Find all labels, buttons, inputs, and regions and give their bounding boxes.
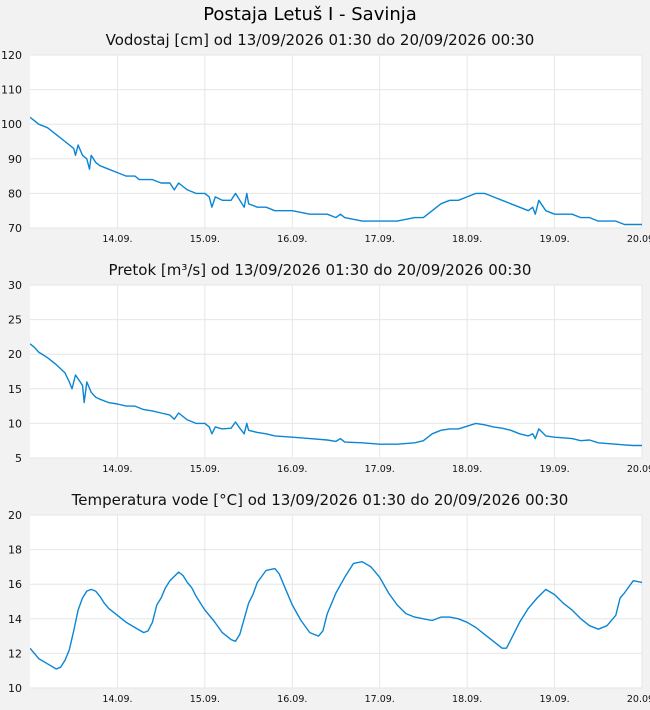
- y-tick-label: 120: [1, 49, 22, 62]
- y-tick-label: 110: [1, 84, 22, 97]
- y-tick-label: 10: [8, 417, 22, 430]
- x-tick-label: 17.09.: [365, 234, 395, 245]
- y-tick-label: 16: [8, 578, 22, 591]
- x-tick-label: 19.09.: [539, 464, 569, 475]
- y-tick-label: 20: [8, 509, 22, 522]
- series-line: [30, 343, 642, 447]
- y-tick-label: 90: [8, 153, 22, 166]
- y-tick-label: 15: [8, 383, 22, 396]
- y-tick-label: 18: [8, 544, 22, 557]
- page-title: Postaja Letuš I - Savinja: [203, 4, 417, 25]
- x-tick-label: 15.09.: [190, 234, 220, 245]
- x-tick-label: 14.09.: [102, 694, 132, 705]
- plot-area: [30, 55, 642, 228]
- x-tick-label: 17.09.: [365, 464, 395, 475]
- x-tick-label: 17.09.: [365, 694, 395, 705]
- x-tick-label: 20.09.: [627, 234, 650, 245]
- y-tick-label: 10: [8, 682, 22, 695]
- x-tick-label: 15.09.: [190, 464, 220, 475]
- chart-title: Temperatura vode [°C] od 13/09/2026 01:3…: [71, 491, 569, 509]
- x-tick-label: 14.09.: [102, 234, 132, 245]
- charts-group: Vodostaj [cm] od 13/09/2026 01:30 do 20/…: [1, 31, 650, 705]
- chart-title: Vodostaj [cm] od 13/09/2026 01:30 do 20/…: [106, 31, 535, 49]
- y-tick-label: 30: [8, 279, 22, 292]
- x-tick-label: 16.09.: [277, 234, 307, 245]
- plot-area: [30, 515, 642, 688]
- x-tick-label: 18.09.: [452, 694, 482, 705]
- y-tick-label: 12: [8, 647, 22, 660]
- series-line: [30, 561, 642, 670]
- y-tick-label: 100: [1, 118, 22, 131]
- x-tick-label: 18.09.: [452, 464, 482, 475]
- x-tick-label: 20.09.: [627, 694, 650, 705]
- y-tick-label: 14: [8, 613, 22, 626]
- y-tick-label: 25: [8, 314, 22, 327]
- chart-3: Temperatura vode [°C] od 13/09/2026 01:3…: [8, 491, 650, 705]
- chart-2: Pretok [m³/s] od 13/09/2026 01:30 do 20/…: [8, 261, 650, 475]
- x-tick-label: 19.09.: [539, 694, 569, 705]
- y-tick-label: 20: [8, 348, 22, 361]
- y-tick-label: 5: [15, 452, 22, 465]
- x-tick-label: 19.09.: [539, 234, 569, 245]
- chart-1: Vodostaj [cm] od 13/09/2026 01:30 do 20/…: [1, 31, 650, 245]
- x-tick-label: 18.09.: [452, 234, 482, 245]
- y-tick-label: 70: [8, 222, 22, 235]
- x-tick-label: 16.09.: [277, 694, 307, 705]
- chart-title: Pretok [m³/s] od 13/09/2026 01:30 do 20/…: [109, 261, 532, 279]
- x-tick-label: 15.09.: [190, 694, 220, 705]
- y-tick-label: 80: [8, 187, 22, 200]
- x-tick-label: 20.09.: [627, 464, 650, 475]
- plot-area: [30, 285, 642, 458]
- x-tick-label: 14.09.: [102, 464, 132, 475]
- series-line: [30, 116, 642, 226]
- x-tick-label: 16.09.: [277, 464, 307, 475]
